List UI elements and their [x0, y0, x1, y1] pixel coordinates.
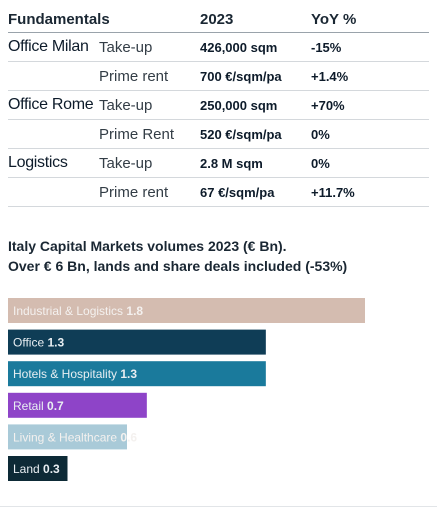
row-yoy: -15%: [311, 40, 342, 55]
row-yoy: 0%: [311, 156, 330, 171]
table-row: Prime Rent 520 €/sqm/pa 0%: [8, 120, 429, 149]
chart-title: Italy Capital Markets volumes 2023 (€ Bn…: [8, 236, 429, 276]
header-year: 2023: [200, 11, 234, 28]
table-row: Office Rome Take-up 250,000 sqm +70%: [8, 91, 429, 120]
bar-hotels-hospitality: [8, 361, 266, 387]
row-group: Office Milan: [8, 38, 89, 55]
header-yoy: YoY %: [311, 11, 357, 28]
header-fundamentals: Fundamentals: [8, 11, 110, 28]
bar-living-healthcare: [8, 424, 127, 450]
bar-label-office: Office 1.3: [13, 336, 64, 350]
table-row: Prime rent 700 €/sqm/pa +1.4%: [8, 62, 429, 91]
bar-retail: [8, 392, 147, 418]
chart-title-line2: Over € 6 Bn, lands and share deals inclu…: [8, 258, 348, 274]
row-metric: Prime rent: [99, 184, 169, 201]
bar-label-living-healthcare: Living & Healthcare 0.6: [13, 430, 137, 444]
row-yoy: 0%: [311, 127, 330, 142]
table-row: Office Milan Take-up 426,000 sqm -15%: [8, 33, 429, 62]
bar-value-hotels-hospitality: 1.3: [120, 367, 137, 381]
row-yoy: +11.7%: [311, 185, 355, 200]
table-row: Logistics Take-up 2.8 M sqm 0%: [8, 149, 429, 178]
bar-office: [8, 329, 266, 355]
bar-value-industrial-logistics: 1.8: [126, 304, 143, 318]
row-value: 2.8 M sqm: [200, 156, 263, 171]
row-value: 700 €/sqm/pa: [200, 69, 282, 84]
row-yoy: +1.4%: [311, 69, 349, 84]
table-header: Fundamentals 2023 YoY %: [8, 8, 429, 33]
row-group: Logistics: [8, 154, 68, 171]
bar-value-living-healthcare: 0.6: [120, 430, 137, 444]
row-value: 520 €/sqm/pa: [200, 127, 282, 142]
bar-value-retail: 0.7: [47, 399, 64, 413]
row-metric: Take-up: [99, 155, 153, 172]
bar-value-office: 1.3: [47, 336, 64, 350]
fundamentals-table: Fundamentals 2023 YoY % Office Milan Tak…: [8, 8, 429, 207]
row-value: 426,000 sqm: [200, 40, 278, 55]
row-metric: Take-up: [99, 97, 153, 114]
row-value: 250,000 sqm: [200, 98, 278, 113]
bar-label-land: Land 0.3: [13, 462, 60, 476]
capital-markets-bar-chart: Industrial & Logistics 1.8 Office 1.3 Hote…: [8, 298, 365, 481]
row-metric: Take-up: [99, 39, 153, 56]
bar-label-hotels-hospitality: Hotels & Hospitality 1.3: [13, 367, 137, 381]
bar-value-land: 0.3: [43, 462, 60, 476]
divider: [0, 506, 437, 507]
bar-industrial-logistics: [8, 298, 365, 323]
row-metric: Prime rent: [99, 68, 169, 85]
row-metric: Prime Rent: [99, 126, 175, 143]
row-group: Office Rome: [8, 96, 94, 113]
row-yoy: +70%: [311, 98, 345, 113]
bar-land: [8, 456, 68, 481]
bar-label-retail: Retail 0.7: [13, 399, 64, 413]
bar-label-industrial-logistics: Industrial & Logistics 1.8: [13, 304, 143, 318]
chart-title-line1: Italy Capital Markets volumes 2023 (€ Bn…: [8, 238, 287, 254]
row-value: 67 €/sqm/pa: [200, 185, 275, 200]
table-row: Prime rent 67 €/sqm/pa +11.7%: [8, 178, 429, 207]
